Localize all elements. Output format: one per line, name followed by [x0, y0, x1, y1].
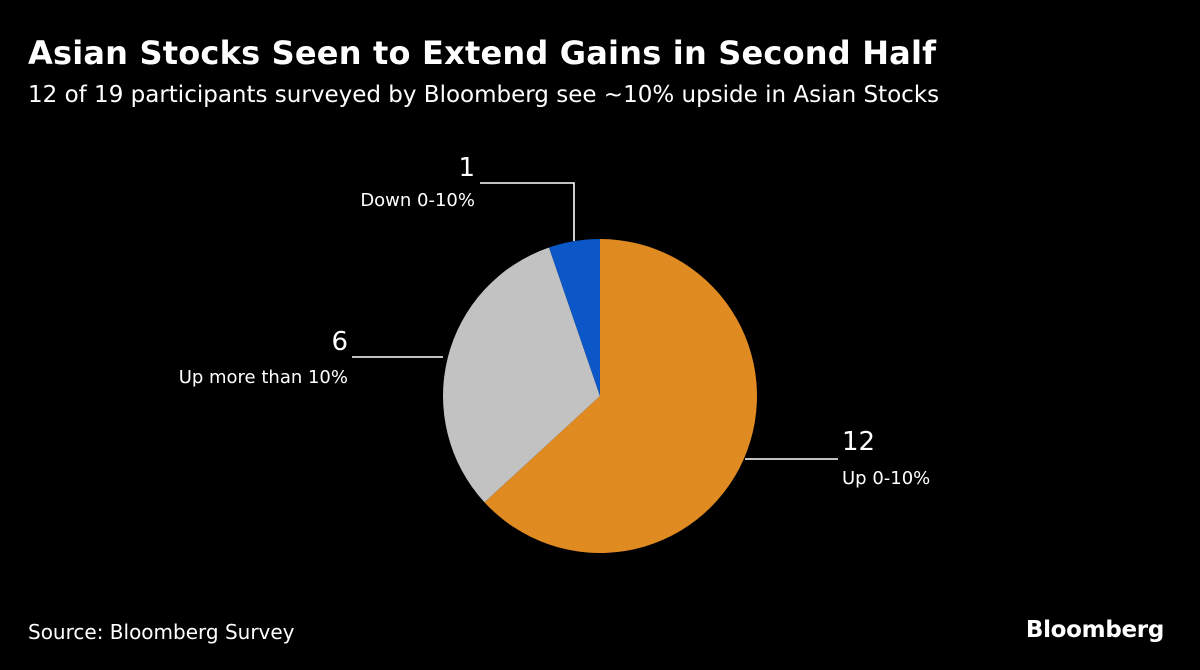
chart-subtitle: 12 of 19 participants surveyed by Bloomb… — [28, 82, 940, 108]
data-label-value-down-0-10: 1 — [458, 153, 475, 183]
pie-slice-up-more-than-10 — [443, 247, 600, 503]
data-label-name-down-0-10: Down 0-10% — [360, 190, 475, 211]
chart-title: Asian Stocks Seen to Extend Gains in Sec… — [28, 34, 937, 72]
data-label-value-up-more-than-10: 6 — [331, 327, 348, 357]
source-note: Source: Bloomberg Survey — [28, 620, 295, 644]
data-label-value-up-0-10: 12 — [842, 427, 875, 457]
pie-slice-down-0-10 — [549, 239, 600, 396]
leader-line-down-0-10 — [480, 182, 575, 241]
data-label-name-up-0-10: Up 0-10% — [842, 468, 930, 489]
bloomberg-logo: Bloomberg — [1025, 617, 1164, 643]
data-label-name-up-more-than-10: Up more than 10% — [179, 367, 348, 388]
pie-slice-up-0-10 — [484, 239, 757, 553]
